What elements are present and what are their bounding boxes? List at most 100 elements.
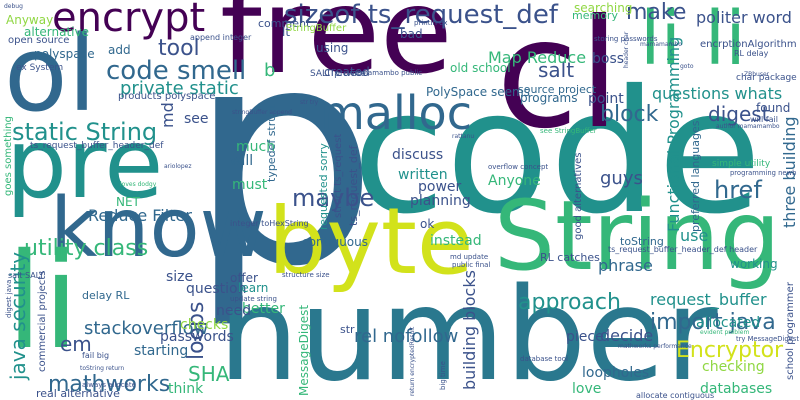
word-try-messagedigest: try MessageDigest bbox=[736, 335, 799, 343]
word-ok: ok bbox=[420, 217, 435, 231]
word-delay-rl: delay RL bbox=[82, 289, 130, 302]
word-instead: instead bbox=[430, 233, 482, 249]
word-think: think bbox=[168, 381, 204, 397]
word-question: question bbox=[186, 281, 247, 297]
word-allocated: allocated bbox=[696, 315, 761, 331]
word-know: know bbox=[50, 181, 267, 276]
word-block: block bbox=[600, 102, 659, 127]
word-decide: decide bbox=[600, 326, 654, 345]
word-searching: searching bbox=[574, 1, 633, 15]
word-maybe: maybe bbox=[292, 184, 375, 212]
word-encrypt: encrypt bbox=[52, 0, 206, 41]
word-good-alternatives: good alternatives bbox=[573, 152, 584, 240]
word-li-li: li li bbox=[640, 0, 746, 82]
word-polyspace-seems: PolySpace seems bbox=[426, 85, 530, 99]
word-number: number bbox=[218, 261, 718, 400]
word-products-polyspace: products polyspace bbox=[118, 91, 216, 102]
word-allocate-contiguous: allocate contiguous bbox=[636, 391, 715, 400]
word-see-stringbuffer: see StringBuffer bbox=[540, 127, 597, 135]
word-phrase: phrase bbox=[598, 256, 653, 275]
word-href: href bbox=[714, 176, 762, 204]
word-public-final: public final bbox=[452, 261, 491, 269]
word-ex-system: ex System bbox=[16, 63, 64, 73]
word-cl: cl bbox=[496, 0, 621, 162]
word-guys: guys bbox=[600, 168, 643, 189]
word-goes-something: goes something bbox=[3, 116, 14, 196]
word-learn: learn bbox=[238, 281, 269, 295]
word-mamamambo-public: mamamambo public bbox=[350, 69, 423, 77]
word-will: will bbox=[230, 153, 254, 169]
word-li: li bbox=[6, 225, 80, 379]
word-char-package: char package bbox=[736, 73, 797, 83]
word-size: size bbox=[166, 269, 194, 285]
word-net: NET bbox=[116, 195, 140, 209]
word-storing-passwords: storing passwords bbox=[594, 35, 658, 43]
word-love: love bbox=[572, 381, 602, 397]
word-database-tool: database tool bbox=[520, 355, 568, 363]
word-println-ex: printIn ex bbox=[414, 19, 448, 27]
word-need: need bbox=[216, 303, 251, 319]
word-import-java: import java bbox=[650, 310, 776, 335]
word-rattanu: rattanu bbox=[452, 133, 475, 140]
word-contiguous: contiguous bbox=[302, 235, 369, 249]
word-debug: debug bbox=[4, 3, 23, 10]
word-tostring-return: toString return bbox=[80, 365, 125, 372]
word-anyway: Anyway bbox=[6, 13, 54, 27]
word-mathworks-performance: mathworks performance bbox=[618, 343, 692, 350]
word-map-reduce: Map Reduce bbox=[488, 48, 587, 67]
word-see: see bbox=[184, 111, 209, 127]
word-header-char: header char bbox=[623, 31, 630, 68]
word-preferred-languages: preferred languages bbox=[689, 120, 702, 232]
word-point: point bbox=[588, 91, 624, 107]
word-overflow-concept: overflow concept bbox=[488, 163, 549, 171]
word-politer-word: politer word bbox=[696, 8, 792, 27]
word-much: much bbox=[236, 139, 276, 155]
word-typedef-struct: typedef struct bbox=[265, 104, 278, 182]
word-string: String bbox=[494, 180, 781, 292]
word-approach: approach bbox=[518, 290, 621, 315]
word-source-project: source project bbox=[518, 83, 597, 96]
word-integer-tohexstring: integer toHexString bbox=[230, 219, 309, 228]
word-must: must bbox=[232, 177, 268, 193]
word-digest-java: digest java bbox=[5, 279, 13, 318]
word-ol: ol bbox=[4, 13, 97, 135]
word-update-string: update string bbox=[230, 295, 277, 303]
word-programs: programs bbox=[520, 91, 578, 105]
word-found: found bbox=[756, 101, 791, 115]
word-rel-nofollow: rel nofollow bbox=[354, 326, 459, 347]
word-bad: bad bbox=[400, 27, 423, 41]
word-passwords: passwords bbox=[160, 329, 234, 345]
word-commercial-projects: commercial projects bbox=[37, 270, 48, 372]
word-request-buffer: request_buffer bbox=[650, 290, 767, 309]
word-goto: goto bbox=[680, 63, 694, 70]
word-power: power bbox=[418, 179, 462, 195]
word-ariolopez: ariolopez bbox=[164, 163, 192, 170]
word-stringbuffer: StringBuffer bbox=[286, 23, 347, 34]
word-loves-dodgy: loves dodgy bbox=[120, 181, 157, 188]
word-salt: salt bbox=[538, 58, 575, 82]
word-free: free bbox=[220, 0, 453, 100]
word-messagedigest: MessageDigest bbox=[297, 304, 311, 396]
word-rl-delay: RL delay bbox=[734, 49, 769, 58]
word-malloc: malloc bbox=[320, 86, 472, 140]
word-encryptor: Encryptor bbox=[676, 338, 784, 363]
word-open-source: open source bbox=[8, 35, 70, 46]
word-school-programmer: school programmer bbox=[785, 282, 796, 380]
word-use: use bbox=[680, 226, 709, 245]
word-add: add bbox=[108, 43, 131, 57]
word-structure-size: structure size bbox=[282, 271, 330, 279]
word-polyspace: polyspace bbox=[34, 47, 95, 61]
word-offer: offer bbox=[230, 271, 258, 285]
word-ts-request-def: ts_request_def bbox=[347, 145, 360, 226]
word-pre: pre bbox=[6, 108, 164, 220]
word-questions-whats: questions whats bbox=[652, 84, 783, 103]
word-loopholes: loopholes bbox=[582, 365, 650, 381]
word-salt-private: SALT private bbox=[310, 69, 366, 79]
word-str: str bbox=[340, 323, 355, 336]
word-big-time: big time bbox=[439, 361, 447, 390]
word-code-smell: code smell bbox=[106, 56, 247, 86]
word-rl-catches: RL catches bbox=[540, 251, 600, 264]
word-ts-request-buffer-header-def-header: ts_request_buffer_header_def header bbox=[608, 245, 758, 254]
word-stringbuffer-append: stringBuffer append bbox=[232, 109, 292, 116]
